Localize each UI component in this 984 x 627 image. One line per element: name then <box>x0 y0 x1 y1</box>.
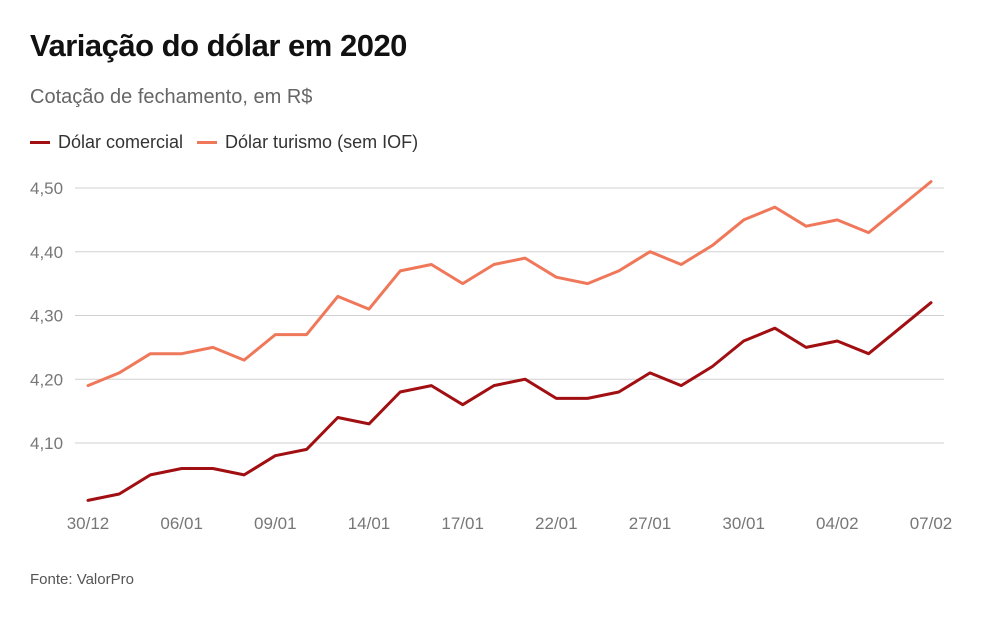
y-tick-label: 4,30 <box>30 307 63 326</box>
legend-swatch-turismo <box>197 141 218 144</box>
x-tick-label: 27/01 <box>629 514 672 533</box>
x-tick-label: 17/01 <box>441 514 484 533</box>
y-tick-label: 4,40 <box>30 243 63 262</box>
x-tick-label: 14/01 <box>348 514 391 533</box>
x-tick-label: 07/02 <box>910 514 953 533</box>
x-tick-label: 30/12 <box>67 514 110 533</box>
legend-item-comercial: Dólar comercial <box>30 132 183 153</box>
legend: Dólar comercial Dólar turismo (sem IOF) <box>30 132 432 153</box>
series-line-turismo <box>86 180 933 388</box>
source-note: Fonte: ValorPro <box>30 571 134 588</box>
x-tick-label: 09/01 <box>254 514 297 533</box>
chart-subtitle: Cotação de fechamento, em R$ <box>30 86 313 108</box>
x-tick-label: 30/01 <box>722 514 765 533</box>
legend-swatch-comercial <box>30 141 50 144</box>
x-tick-label: 22/01 <box>535 514 578 533</box>
x-tick-label: 06/01 <box>160 514 203 533</box>
legend-item-turismo: Dólar turismo (sem IOF) <box>197 132 418 153</box>
y-tick-label: 4,20 <box>30 370 63 389</box>
chart-title: Variação do dólar em 2020 <box>30 28 407 63</box>
y-tick-label: 4,10 <box>30 434 63 453</box>
legend-label-turismo: Dólar turismo (sem IOF) <box>225 132 419 152</box>
legend-label-comercial: Dólar comercial <box>58 132 184 152</box>
y-tick-label: 4,50 <box>30 179 63 198</box>
x-tick-label: 04/02 <box>816 514 859 533</box>
series-line-comercial <box>86 301 933 502</box>
